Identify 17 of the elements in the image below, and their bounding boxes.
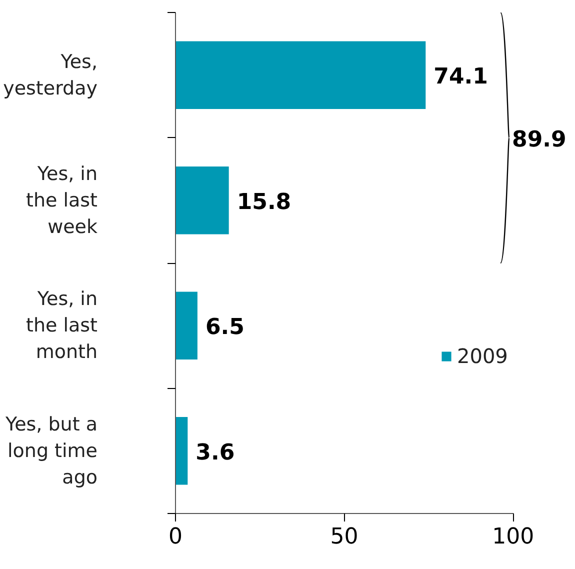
data-label: 6.5	[205, 315, 244, 340]
bar	[176, 417, 188, 485]
x-tick-label: 0	[168, 524, 182, 550]
x-tick-label: 100	[492, 524, 534, 550]
bar	[176, 292, 198, 360]
data-label: 3.6	[196, 440, 235, 466]
y-tick-label: Yes, yesterday	[3, 50, 98, 100]
legend-label: 2009	[457, 344, 508, 368]
y-tick-label: Yes, in the last week	[26, 162, 98, 238]
data-label: 15.8	[236, 190, 292, 215]
bar	[176, 166, 229, 234]
y-tick-label: Yes, in the last month	[26, 288, 98, 364]
data-label: 74.1	[434, 64, 488, 90]
y-tick-label: Yes, but a long time ago	[4, 413, 98, 488]
bar	[176, 41, 426, 109]
x-tick-label: 50	[330, 524, 358, 550]
annotation: 89.9	[512, 127, 566, 152]
